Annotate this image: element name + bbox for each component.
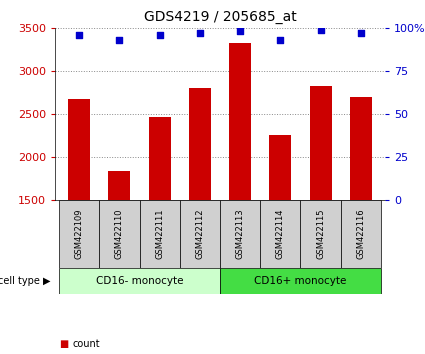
Bar [341,200,381,268]
Text: GSM422110: GSM422110 [115,209,124,259]
Text: GSM422111: GSM422111 [155,209,164,259]
Text: GSM422109: GSM422109 [75,209,84,259]
Bar [108,171,130,200]
Title: GDS4219 / 205685_at: GDS4219 / 205685_at [144,10,296,24]
Text: GSM422116: GSM422116 [356,209,366,259]
Bar [229,44,251,200]
Point [116,37,123,43]
Text: GSM422113: GSM422113 [235,209,245,259]
Text: CD16+ monocyte: CD16+ monocyte [254,276,347,286]
Point [196,30,203,36]
Text: GSM422114: GSM422114 [276,209,285,259]
Text: count: count [72,338,99,349]
Bar [260,200,300,268]
Bar [300,200,341,268]
Bar [149,118,171,200]
Text: GSM422115: GSM422115 [316,209,325,259]
Bar [180,200,220,268]
Bar [59,200,99,268]
Bar [220,268,381,294]
Bar [99,200,139,268]
Bar [68,98,90,200]
Bar [220,200,260,268]
Bar [189,88,211,200]
Bar [269,135,292,200]
Text: CD16- monocyte: CD16- monocyte [96,276,183,286]
Bar [59,268,220,294]
Point [277,37,284,43]
Bar [350,97,372,200]
Bar [139,200,180,268]
Text: cell type ▶: cell type ▶ [0,276,51,286]
Bar [309,86,332,200]
Text: ■: ■ [59,338,68,349]
Point [317,27,324,33]
Point [76,32,82,38]
Point [237,29,244,34]
Point [357,30,364,36]
Text: GSM422112: GSM422112 [196,209,204,259]
Point [156,32,163,38]
